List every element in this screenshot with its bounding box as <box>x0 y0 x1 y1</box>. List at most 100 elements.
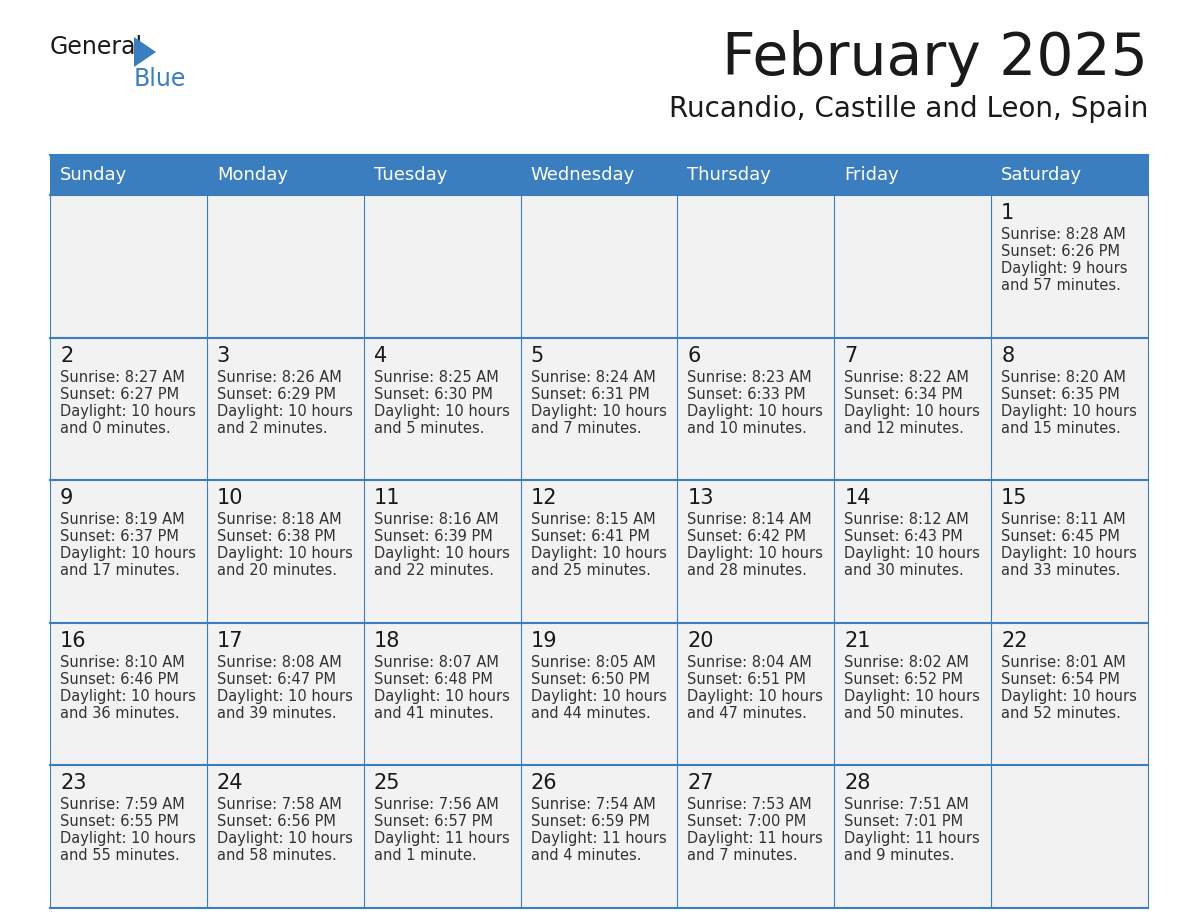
Text: and 7 minutes.: and 7 minutes. <box>531 420 642 436</box>
Text: Saturday: Saturday <box>1001 166 1082 184</box>
Text: 2: 2 <box>61 345 74 365</box>
Text: and 41 minutes.: and 41 minutes. <box>374 706 493 721</box>
Text: 5: 5 <box>531 345 544 365</box>
Text: Sunset: 6:56 PM: Sunset: 6:56 PM <box>217 814 336 829</box>
Bar <box>207 480 364 622</box>
Text: Sunset: 6:54 PM: Sunset: 6:54 PM <box>1001 672 1120 687</box>
Text: Sunrise: 8:08 AM: Sunrise: 8:08 AM <box>217 655 342 670</box>
Text: Daylight: 10 hours: Daylight: 10 hours <box>845 546 980 561</box>
Text: 22: 22 <box>1001 631 1028 651</box>
Text: and 0 minutes.: and 0 minutes. <box>61 420 171 436</box>
Text: Daylight: 10 hours: Daylight: 10 hours <box>61 546 196 561</box>
Text: Sunrise: 8:26 AM: Sunrise: 8:26 AM <box>217 370 342 385</box>
Text: Thursday: Thursday <box>688 166 771 184</box>
Text: Sunset: 6:33 PM: Sunset: 6:33 PM <box>688 386 805 401</box>
Bar <box>991 622 1148 766</box>
Text: Sunset: 6:47 PM: Sunset: 6:47 PM <box>217 672 336 687</box>
Text: Sunrise: 8:14 AM: Sunrise: 8:14 AM <box>688 512 813 527</box>
Text: Sunset: 6:34 PM: Sunset: 6:34 PM <box>845 386 963 401</box>
Text: 7: 7 <box>845 345 858 365</box>
Text: Daylight: 11 hours: Daylight: 11 hours <box>531 832 666 846</box>
Text: Sunset: 6:50 PM: Sunset: 6:50 PM <box>531 672 650 687</box>
Text: Sunrise: 8:11 AM: Sunrise: 8:11 AM <box>1001 512 1126 527</box>
Text: 3: 3 <box>217 345 230 365</box>
Text: Sunset: 7:01 PM: Sunset: 7:01 PM <box>845 814 963 829</box>
Text: 13: 13 <box>688 488 714 509</box>
Text: and 2 minutes.: and 2 minutes. <box>217 420 328 436</box>
Text: Sunset: 6:42 PM: Sunset: 6:42 PM <box>688 529 807 544</box>
Text: Sunset: 6:45 PM: Sunset: 6:45 PM <box>1001 529 1120 544</box>
Bar <box>834 195 991 338</box>
Bar <box>364 622 520 766</box>
Text: Sunrise: 8:20 AM: Sunrise: 8:20 AM <box>1001 370 1126 385</box>
Text: and 28 minutes.: and 28 minutes. <box>688 564 808 578</box>
Text: Sunrise: 7:59 AM: Sunrise: 7:59 AM <box>61 798 185 812</box>
Text: Sunrise: 7:51 AM: Sunrise: 7:51 AM <box>845 798 969 812</box>
Bar <box>991 338 1148 480</box>
Text: Daylight: 10 hours: Daylight: 10 hours <box>1001 404 1137 419</box>
Bar <box>677 338 834 480</box>
Bar <box>991 480 1148 622</box>
Bar <box>520 622 677 766</box>
Text: and 50 minutes.: and 50 minutes. <box>845 706 965 721</box>
Text: Sunrise: 8:10 AM: Sunrise: 8:10 AM <box>61 655 185 670</box>
Text: Sunrise: 8:28 AM: Sunrise: 8:28 AM <box>1001 227 1126 242</box>
Text: Daylight: 10 hours: Daylight: 10 hours <box>217 688 353 704</box>
Text: Daylight: 10 hours: Daylight: 10 hours <box>217 404 353 419</box>
Text: Daylight: 11 hours: Daylight: 11 hours <box>845 832 980 846</box>
Text: 24: 24 <box>217 773 244 793</box>
Text: Sunset: 6:52 PM: Sunset: 6:52 PM <box>845 672 963 687</box>
Text: 25: 25 <box>374 773 400 793</box>
Text: 19: 19 <box>531 631 557 651</box>
Text: Sunrise: 8:02 AM: Sunrise: 8:02 AM <box>845 655 969 670</box>
Text: Daylight: 10 hours: Daylight: 10 hours <box>374 688 510 704</box>
Bar <box>50 766 207 908</box>
Text: Sunset: 6:31 PM: Sunset: 6:31 PM <box>531 386 650 401</box>
Text: 28: 28 <box>845 773 871 793</box>
Text: Daylight: 10 hours: Daylight: 10 hours <box>374 546 510 561</box>
Text: Daylight: 10 hours: Daylight: 10 hours <box>1001 688 1137 704</box>
Bar <box>991 766 1148 908</box>
Text: Daylight: 10 hours: Daylight: 10 hours <box>61 688 196 704</box>
Bar <box>207 766 364 908</box>
Text: and 4 minutes.: and 4 minutes. <box>531 848 642 864</box>
Text: and 1 minute.: and 1 minute. <box>374 848 476 864</box>
Text: and 25 minutes.: and 25 minutes. <box>531 564 651 578</box>
Text: and 30 minutes.: and 30 minutes. <box>845 564 963 578</box>
Text: Sunset: 6:29 PM: Sunset: 6:29 PM <box>217 386 336 401</box>
Bar <box>677 195 834 338</box>
Text: Daylight: 10 hours: Daylight: 10 hours <box>61 404 196 419</box>
Text: and 17 minutes.: and 17 minutes. <box>61 564 179 578</box>
Text: Sunset: 6:38 PM: Sunset: 6:38 PM <box>217 529 335 544</box>
Text: 15: 15 <box>1001 488 1028 509</box>
Text: and 15 minutes.: and 15 minutes. <box>1001 420 1121 436</box>
Bar <box>834 766 991 908</box>
Text: Sunrise: 8:15 AM: Sunrise: 8:15 AM <box>531 512 656 527</box>
Text: and 57 minutes.: and 57 minutes. <box>1001 278 1121 293</box>
Text: and 36 minutes.: and 36 minutes. <box>61 706 179 721</box>
Text: Monday: Monday <box>217 166 287 184</box>
Text: Tuesday: Tuesday <box>374 166 447 184</box>
Text: and 55 minutes.: and 55 minutes. <box>61 848 179 864</box>
Text: and 44 minutes.: and 44 minutes. <box>531 706 650 721</box>
Text: Sunset: 6:37 PM: Sunset: 6:37 PM <box>61 529 179 544</box>
Bar <box>677 766 834 908</box>
Text: Sunrise: 8:25 AM: Sunrise: 8:25 AM <box>374 370 499 385</box>
Bar <box>50 622 207 766</box>
Text: Sunrise: 8:18 AM: Sunrise: 8:18 AM <box>217 512 341 527</box>
Text: Sunset: 6:46 PM: Sunset: 6:46 PM <box>61 672 179 687</box>
Text: and 47 minutes.: and 47 minutes. <box>688 706 808 721</box>
Text: and 7 minutes.: and 7 minutes. <box>688 848 798 864</box>
Text: Daylight: 10 hours: Daylight: 10 hours <box>217 546 353 561</box>
Text: Daylight: 10 hours: Daylight: 10 hours <box>845 404 980 419</box>
Text: Sunset: 6:55 PM: Sunset: 6:55 PM <box>61 814 179 829</box>
Text: Daylight: 10 hours: Daylight: 10 hours <box>374 404 510 419</box>
Text: 6: 6 <box>688 345 701 365</box>
Text: Daylight: 11 hours: Daylight: 11 hours <box>688 832 823 846</box>
Bar <box>520 480 677 622</box>
Text: Sunset: 6:48 PM: Sunset: 6:48 PM <box>374 672 493 687</box>
Text: Sunrise: 7:58 AM: Sunrise: 7:58 AM <box>217 798 342 812</box>
Text: Sunrise: 7:53 AM: Sunrise: 7:53 AM <box>688 798 813 812</box>
Text: 4: 4 <box>374 345 387 365</box>
Text: Sunrise: 8:16 AM: Sunrise: 8:16 AM <box>374 512 498 527</box>
